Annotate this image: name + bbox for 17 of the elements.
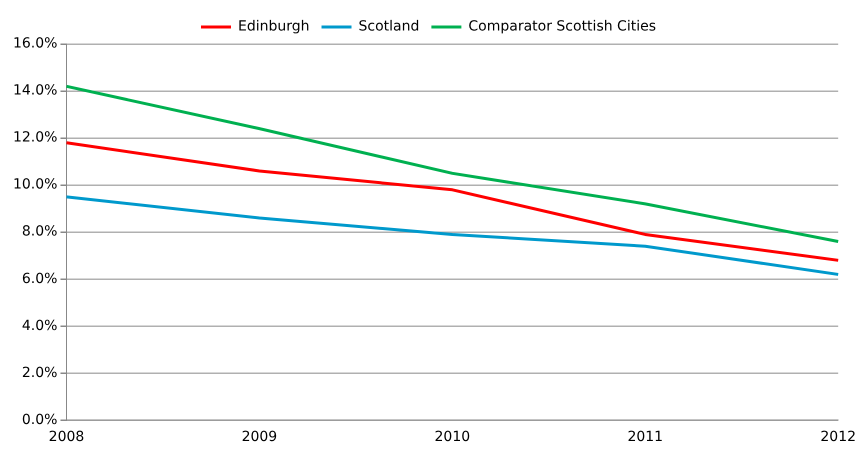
y-tick-label: 0.0% [22,412,58,428]
x-tick-label: 2008 [48,429,84,446]
x-tick-label: 2010 [434,429,470,446]
y-tick-label: 16.0% [12,36,58,52]
x-tick-label: 2011 [627,429,664,446]
x-tick-label: 2012 [820,429,856,446]
x-tick-label: 2009 [242,429,278,446]
y-tick-label: 12.0% [12,130,58,146]
legend-label: Scotland [358,18,420,35]
y-tick-label: 6.0% [22,270,58,287]
y-tick-label: 2.0% [22,364,58,381]
y-tick-label: 10.0% [12,176,58,193]
y-tick-label: 8.0% [22,224,58,240]
y-tick-label: 4.0% [22,318,58,334]
legend-label: Comparator Scottish Cities [468,18,656,35]
y-tick-label: 14.0% [12,82,58,99]
legend-label: Edinburgh [238,18,310,35]
